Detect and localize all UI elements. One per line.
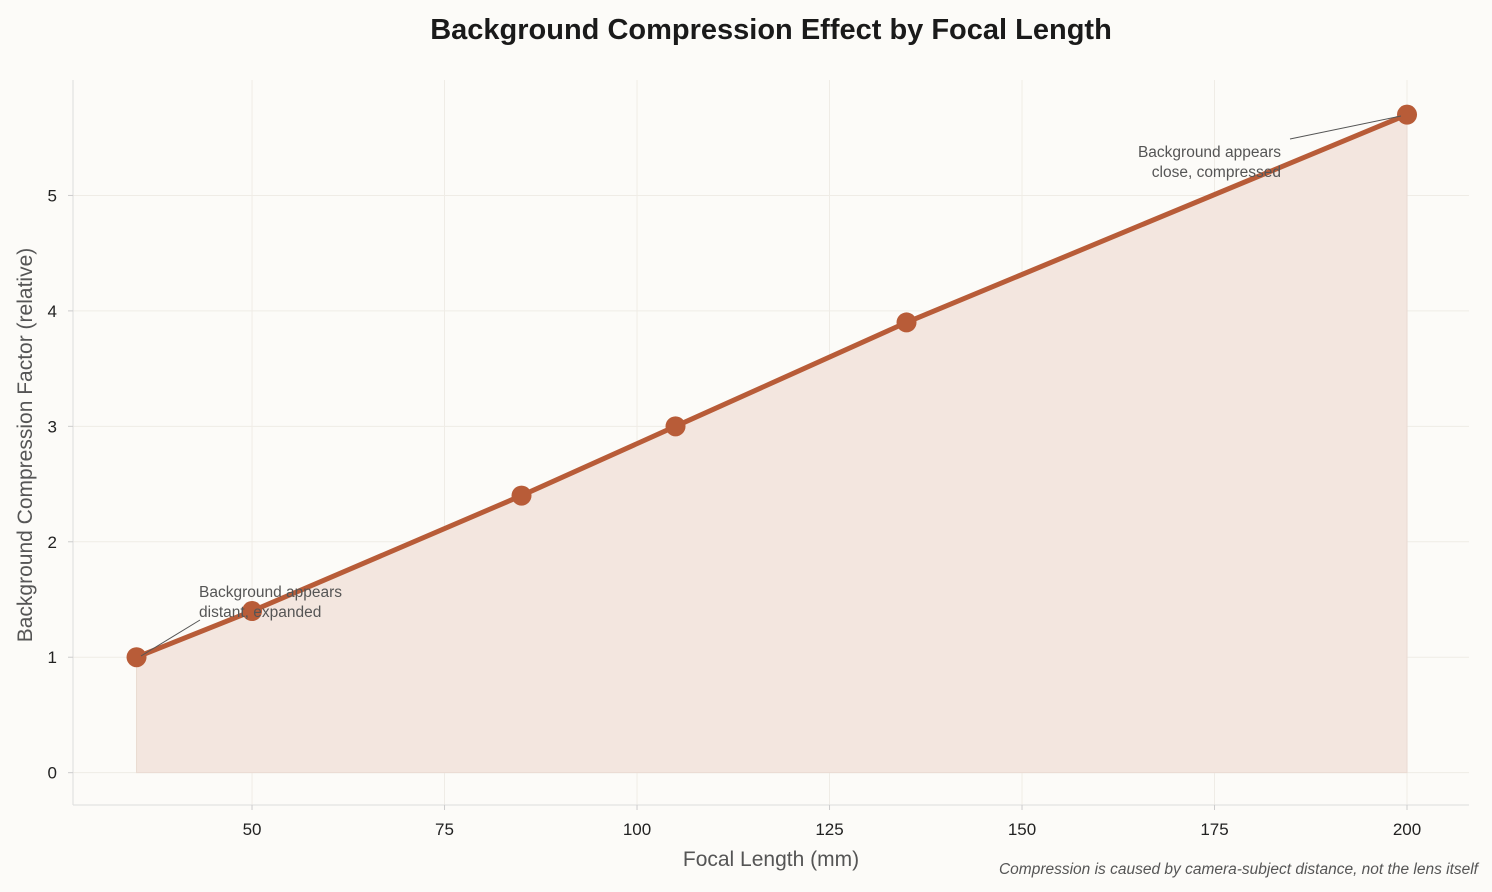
x-tick-label: 50 [243, 820, 262, 839]
x-axis-label: Focal Length (mm) [683, 848, 859, 871]
y-tick-label: 2 [48, 533, 57, 552]
y-tick-label: 4 [48, 302, 57, 321]
annotation-tele-line2: close, compressed [1152, 164, 1281, 181]
chart-title: Background Compression Effect by Focal L… [430, 14, 1112, 46]
annotation-tele-line1: Background appears [1138, 144, 1281, 161]
annotation-wide: Background appears distant, expanded [140, 584, 342, 657]
annotation-tele: Background appears close, compressed [1138, 115, 1402, 181]
data-point [896, 312, 917, 333]
footnote: Compression is caused by camera-subject … [999, 861, 1480, 878]
x-tick-label: 200 [1393, 820, 1421, 839]
area-fill [136, 113, 1408, 774]
data-point [242, 601, 263, 622]
y-tick-label: 3 [48, 417, 57, 436]
annotation-wide-line1: Background appears [199, 584, 342, 601]
data-point [665, 416, 686, 437]
data-point [126, 647, 147, 668]
x-tick-label: 175 [1200, 820, 1228, 839]
y-tick-label: 1 [48, 648, 57, 667]
data-point [1397, 104, 1418, 125]
series-line [135, 112, 1408, 660]
y-tick-label: 0 [48, 764, 57, 783]
y-tick-label: 5 [48, 186, 57, 205]
x-tick-label: 150 [1008, 820, 1036, 839]
x-tick-label: 125 [815, 820, 843, 839]
x-tick-label: 75 [435, 820, 454, 839]
x-tick-label: 100 [623, 820, 651, 839]
annotation-wide-line2: distant, expanded [199, 604, 321, 621]
y-axis-label: Background Compression Factor (relative) [14, 248, 37, 643]
data-point [511, 485, 532, 506]
